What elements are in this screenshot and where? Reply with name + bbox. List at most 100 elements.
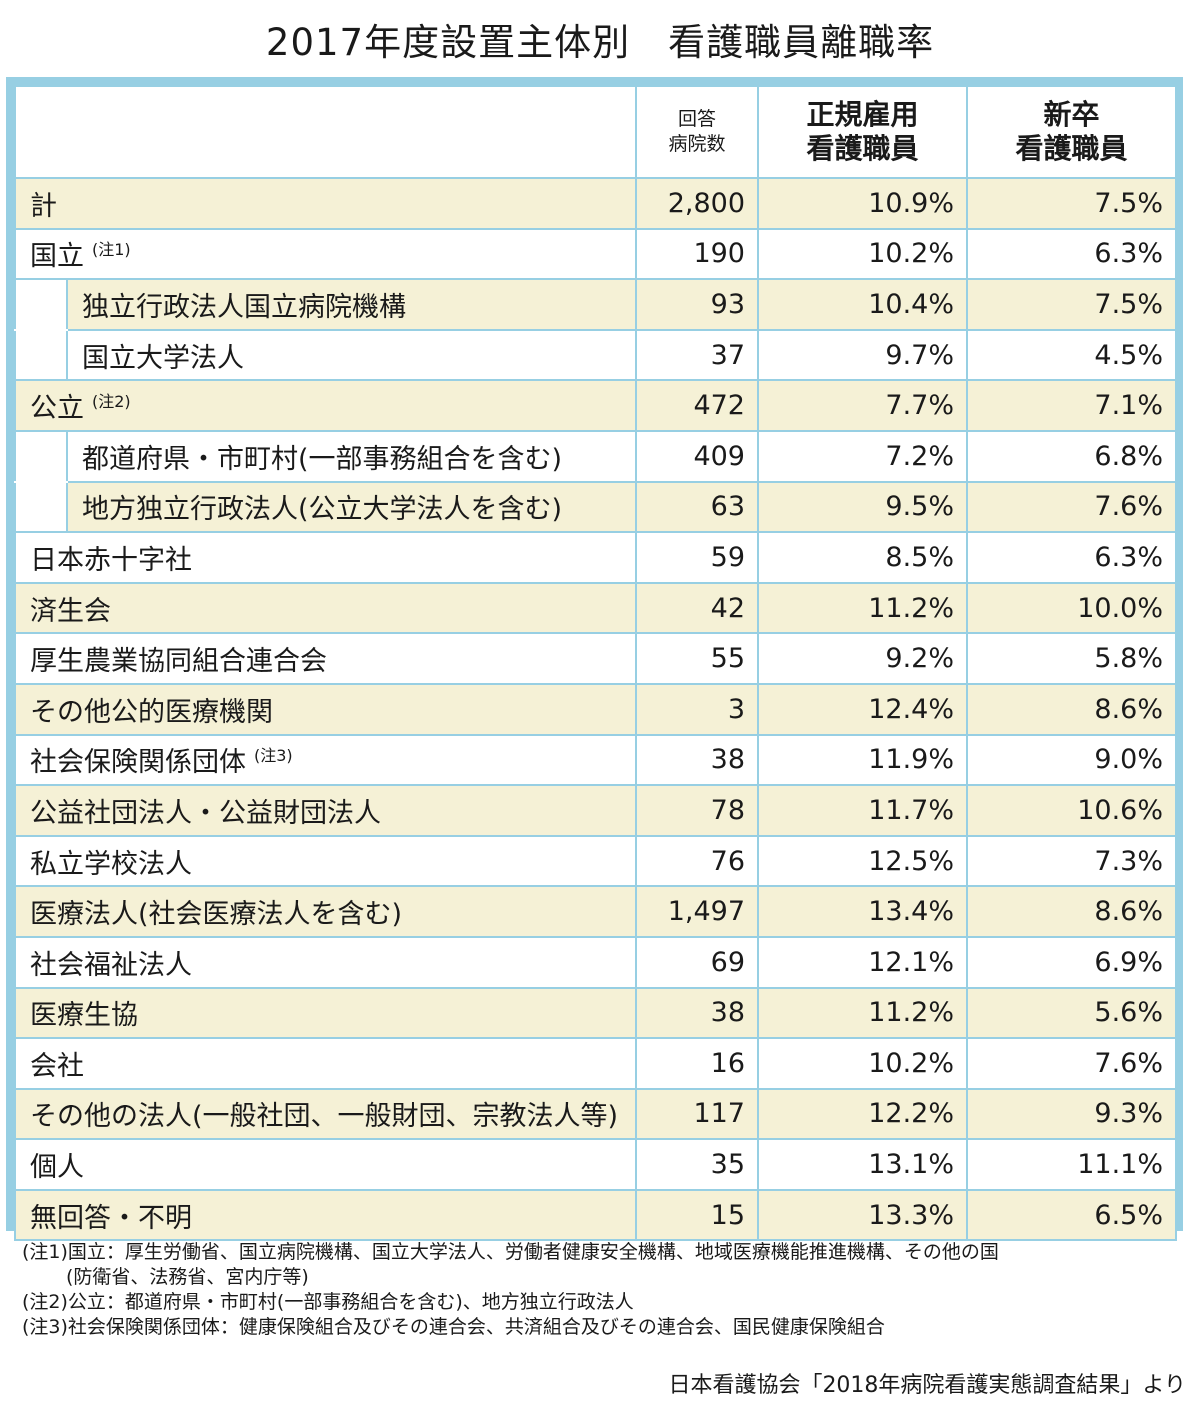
row-label: 独立行政法人国立病院機構 xyxy=(66,278,637,331)
cell-regular-rate: 7.7% xyxy=(757,379,968,432)
row-label: 日本赤十字社 xyxy=(14,531,637,584)
cell-newgrad-rate: 9.3% xyxy=(966,1087,1177,1141)
table-body: 計 2,800 10.9% 7.5% 国立 (注1) 190 10.2% 6.3% 独立行政法人国… xyxy=(14,177,1177,1242)
header-count-line1: 回答 xyxy=(677,108,716,130)
row-label-text: 会社 xyxy=(30,1050,84,1082)
cell-newgrad-rate: 7.5% xyxy=(966,177,1177,230)
indent-spacer xyxy=(14,328,68,382)
cell-newgrad-rate: 6.9% xyxy=(966,935,1177,989)
row-note-ref: (注3) xyxy=(254,746,293,766)
cell-regular-rate: 11.2% xyxy=(757,986,968,1040)
cell-regular-rate: 13.1% xyxy=(757,1138,968,1191)
cell-regular-rate: 13.4% xyxy=(757,885,968,938)
row-label-text: 国立 xyxy=(30,241,84,273)
row-label-text: 公立 xyxy=(30,393,84,425)
table-row: 無回答・不明 15 13.3% 6.5% xyxy=(14,1188,1177,1242)
table-row: 都道府県・市町村(一部事務組合を含む) 409 7.2% 6.8% xyxy=(14,429,1177,483)
cell-count: 38 xyxy=(635,986,759,1040)
cell-regular-rate: 10.2% xyxy=(757,227,968,281)
table-row: 私立学校法人 76 12.5% 7.3% xyxy=(14,834,1177,888)
row-label-text: その他の法人(一般社団、一般財団、宗教法人等) xyxy=(30,1101,619,1133)
cell-count: 38 xyxy=(635,733,759,787)
header-regular-line1: 正規雇用 xyxy=(806,98,919,131)
table-frame: 回答 病院数 正規雇用 看護職員 新卒 看護職員 計 2,800 10.9% 7.5%… xyxy=(6,77,1183,1242)
row-label: 国立大学法人 xyxy=(66,328,637,382)
header-regular-line2: 看護職員 xyxy=(806,132,919,165)
header-count-line2: 病院数 xyxy=(668,133,726,155)
row-label-text: 社会保険関係団体 xyxy=(30,747,246,779)
table-row: 公益社団法人・公益財団法人 78 11.7% 10.6% xyxy=(14,784,1177,837)
row-label: 公立 (注2) xyxy=(14,379,637,432)
cell-count: 2,800 xyxy=(635,177,759,230)
cell-newgrad-rate: 10.6% xyxy=(966,784,1177,837)
cell-newgrad-rate: 9.0% xyxy=(966,733,1177,787)
footnote-2: (注2)公立：都道府県・市町村(一部事務組合を含む)、地方独立行政法人 xyxy=(22,1291,634,1313)
table-row: 社会保険関係団体 (注3) 38 11.9% 9.0% xyxy=(14,733,1177,787)
header-regular: 正規雇用 看護職員 xyxy=(757,85,968,179)
cell-count: 3 xyxy=(635,682,759,736)
row-label-text: 日本赤十字社 xyxy=(30,544,192,576)
header-count: 回答 病院数 xyxy=(635,85,759,179)
row-label: 公益社団法人・公益財団法人 xyxy=(14,784,637,837)
row-label: 地方独立行政法人(公立大学法人を含む) xyxy=(66,480,637,534)
cell-newgrad-rate: 7.6% xyxy=(966,1037,1177,1090)
header-row: 回答 病院数 正規雇用 看護職員 新卒 看護職員 xyxy=(14,85,1177,179)
row-label: 社会福祉法人 xyxy=(14,935,637,989)
cell-regular-rate: 12.1% xyxy=(757,935,968,989)
table-row: 済生会 42 11.2% 10.0% xyxy=(14,581,1177,635)
cell-newgrad-rate: 7.5% xyxy=(966,278,1177,331)
row-label: 国立 (注1) xyxy=(14,227,637,281)
cell-newgrad-rate: 6.8% xyxy=(966,429,1177,483)
header-newgrad-line2: 看護職員 xyxy=(1015,132,1128,165)
cell-count: 117 xyxy=(635,1087,759,1141)
turnover-table: 回答 病院数 正規雇用 看護職員 新卒 看護職員 計 2,800 10.9% 7.5%… xyxy=(14,85,1177,1242)
cell-newgrad-rate: 7.1% xyxy=(966,379,1177,432)
row-label: 無回答・不明 xyxy=(14,1188,637,1242)
cell-count: 35 xyxy=(635,1138,759,1191)
cell-regular-rate: 12.4% xyxy=(757,682,968,736)
cell-newgrad-rate: 5.8% xyxy=(966,632,1177,685)
row-label-text: 地方独立行政法人(公立大学法人を含む) xyxy=(82,494,563,526)
cell-newgrad-rate: 7.6% xyxy=(966,480,1177,534)
cell-regular-rate: 11.7% xyxy=(757,784,968,837)
cell-count: 78 xyxy=(635,784,759,837)
table-row: 国立大学法人 37 9.7% 4.5% xyxy=(14,328,1177,382)
cell-newgrad-rate: 8.6% xyxy=(966,682,1177,736)
row-label: その他の法人(一般社団、一般財団、宗教法人等) xyxy=(14,1087,637,1141)
row-note-ref: (注2) xyxy=(92,392,131,412)
cell-regular-rate: 11.2% xyxy=(757,581,968,635)
row-label-text: 医療生協 xyxy=(30,1000,138,1032)
row-label: 社会保険関係団体 (注3) xyxy=(14,733,637,787)
table-row: 医療生協 38 11.2% 5.6% xyxy=(14,986,1177,1040)
table-row: 独立行政法人国立病院機構 93 10.4% 7.5% xyxy=(14,278,1177,331)
cell-count: 409 xyxy=(635,429,759,483)
cell-count: 37 xyxy=(635,328,759,382)
page-title: 2017年度設置主体別 看護職員離職率 xyxy=(265,21,935,64)
cell-count: 55 xyxy=(635,632,759,685)
row-label: その他公的医療機関 xyxy=(14,682,637,736)
row-label: 私立学校法人 xyxy=(14,834,637,888)
cell-count: 472 xyxy=(635,379,759,432)
table-row: その他公的医療機関 3 12.4% 8.6% xyxy=(14,682,1177,736)
cell-count: 15 xyxy=(635,1188,759,1242)
cell-regular-rate: 9.5% xyxy=(757,480,968,534)
header-newgrad-line1: 新卒 xyxy=(1043,98,1100,131)
cell-regular-rate: 10.4% xyxy=(757,278,968,331)
cell-regular-rate: 10.9% xyxy=(757,177,968,230)
row-note-ref: (注1) xyxy=(92,240,131,260)
row-label-text: その他公的医療機関 xyxy=(30,696,273,728)
row-label-text: 厚生農業協同組合連合会 xyxy=(30,646,327,678)
cell-regular-rate: 10.2% xyxy=(757,1037,968,1090)
row-label-text: 私立学校法人 xyxy=(30,848,192,880)
cell-newgrad-rate: 10.0% xyxy=(966,581,1177,635)
table-row: 地方独立行政法人(公立大学法人を含む) 63 9.5% 7.6% xyxy=(14,480,1177,534)
row-label-text: 無回答・不明 xyxy=(30,1202,192,1234)
table-row: その他の法人(一般社団、一般財団、宗教法人等) 117 12.2% 9.3% xyxy=(14,1087,1177,1141)
cell-regular-rate: 13.3% xyxy=(757,1188,968,1242)
cell-newgrad-rate: 6.3% xyxy=(966,531,1177,584)
row-label: 計 xyxy=(14,177,637,230)
cell-regular-rate: 12.2% xyxy=(757,1087,968,1141)
row-label-text: 社会福祉法人 xyxy=(30,949,192,981)
cell-count: 93 xyxy=(635,278,759,331)
table-row: 国立 (注1) 190 10.2% 6.3% xyxy=(14,227,1177,281)
